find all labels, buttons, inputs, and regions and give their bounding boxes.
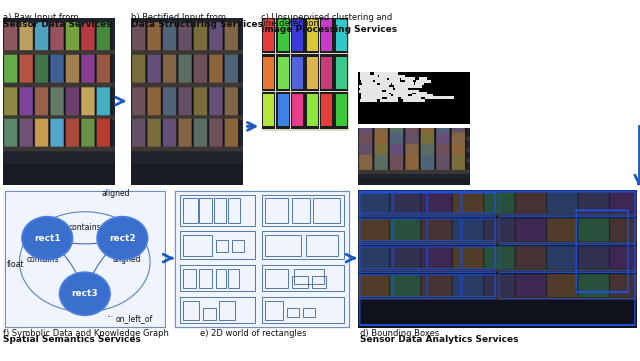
Bar — [203, 308, 216, 320]
Text: contains: contains — [68, 222, 101, 231]
Bar — [292, 276, 308, 288]
Circle shape — [22, 217, 72, 260]
Bar — [312, 276, 326, 288]
Bar — [228, 269, 239, 288]
Bar — [180, 265, 255, 291]
Bar — [262, 296, 344, 323]
Text: a) Raw Input from: a) Raw Input from — [3, 13, 79, 22]
Bar — [232, 240, 244, 252]
Bar — [184, 301, 200, 320]
Bar — [266, 301, 283, 320]
Text: f) Symbolic Data and Knowledge Graph: f) Symbolic Data and Knowledge Graph — [3, 329, 169, 338]
Bar — [184, 198, 198, 223]
Bar — [314, 198, 340, 223]
Text: on_left_of: on_left_of — [116, 314, 153, 323]
Bar — [262, 231, 344, 259]
Bar — [266, 198, 289, 223]
Bar — [228, 198, 241, 223]
Text: rect1: rect1 — [34, 234, 61, 243]
Bar — [180, 195, 255, 226]
Bar — [262, 265, 344, 291]
Bar — [262, 195, 344, 226]
Text: d) Bounding Boxes: d) Bounding Boxes — [360, 329, 439, 338]
Bar — [266, 235, 301, 256]
Bar — [266, 269, 289, 288]
Circle shape — [97, 217, 148, 260]
Text: line detection: line detection — [261, 19, 319, 28]
Bar — [200, 269, 212, 288]
Text: contains: contains — [27, 255, 60, 264]
Bar — [307, 235, 339, 256]
Text: aligned: aligned — [101, 190, 130, 199]
Text: aligned: aligned — [112, 255, 141, 264]
Text: e) 2D world of rectangles: e) 2D world of rectangles — [200, 329, 306, 338]
Bar — [180, 296, 255, 323]
Text: Sensor Data Analytics Services: Sensor Data Analytics Services — [360, 335, 518, 344]
Text: rect3: rect3 — [72, 289, 98, 298]
Bar — [216, 269, 226, 288]
Bar — [216, 240, 228, 252]
Text: Sensor Data Services: Sensor Data Services — [3, 20, 112, 29]
Bar — [180, 231, 255, 259]
Bar — [292, 198, 310, 223]
Text: Data Structuring Services: Data Structuring Services — [131, 20, 263, 29]
Bar — [184, 269, 196, 288]
Text: c) Unsupervised clustering and: c) Unsupervised clustering and — [261, 13, 392, 22]
Text: Spatial Semantics Services: Spatial Semantics Services — [3, 335, 141, 344]
Text: Image Processing Services: Image Processing Services — [261, 25, 397, 34]
Text: b) Rectified Input from: b) Rectified Input from — [131, 13, 226, 22]
Text: rect2: rect2 — [109, 234, 136, 243]
Bar — [294, 269, 324, 284]
Bar — [200, 198, 212, 223]
Text: ...: ... — [106, 310, 113, 319]
Bar — [287, 308, 299, 317]
Bar — [219, 301, 235, 320]
Circle shape — [60, 272, 110, 315]
Bar — [184, 235, 212, 256]
Text: float: float — [6, 260, 24, 269]
Bar — [303, 308, 315, 317]
Bar — [214, 198, 226, 223]
